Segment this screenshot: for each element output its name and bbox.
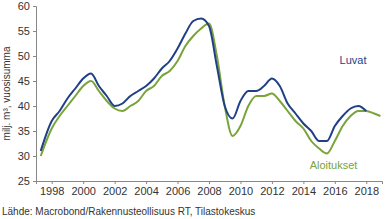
x-tick-mark <box>303 181 304 184</box>
x-tick-label: 2016 <box>323 185 347 197</box>
y-tick-mark <box>33 106 36 107</box>
chart: 25 30 35 40 45 50 55 60 1998 2000 2002 2004 2006 2008… <box>0 0 388 219</box>
x-tick-mark <box>178 181 179 184</box>
y-tick: 50 <box>18 50 36 62</box>
x-tick-mark <box>115 181 116 184</box>
legend-label: Aloitukset <box>310 159 358 171</box>
y-tick-mark <box>33 81 36 82</box>
series-line <box>41 19 367 152</box>
y-tick: 35 <box>18 125 36 137</box>
x-tick-label: 2014 <box>292 185 316 197</box>
x-tick-mark <box>272 181 273 184</box>
x-tick-mark <box>52 181 53 184</box>
y-tick-mark <box>33 56 36 57</box>
y-tick-label: 50 <box>18 50 30 62</box>
x-tick-mark <box>83 181 84 184</box>
y-tick-label: 40 <box>18 100 30 112</box>
y-tick: 25 <box>18 175 36 187</box>
y-axis-title: milj. m³, vuosisumma <box>1 46 12 140</box>
y-tick-label: 45 <box>18 75 30 87</box>
x-tick-label: 2000 <box>71 185 95 197</box>
y-tick-mark <box>33 31 36 32</box>
x-tick: 2008 <box>197 181 221 197</box>
y-tick: 60 <box>18 0 36 12</box>
y-tick-mark <box>33 131 36 132</box>
x-tick-label: 2018 <box>355 185 379 197</box>
y-tick-mark <box>33 6 36 7</box>
y-tick-label: 25 <box>18 175 30 187</box>
y-axis: 25 30 35 40 45 50 55 60 <box>18 0 37 187</box>
y-tick: 45 <box>18 75 36 87</box>
x-tick: 2010 <box>229 181 253 197</box>
x-tick-label: 2004 <box>134 185 158 197</box>
x-tick-mark <box>209 181 210 184</box>
y-tick: 55 <box>18 25 36 37</box>
legend-label: Luvat <box>340 54 367 66</box>
x-tick: 2002 <box>103 181 127 197</box>
x-tick: 2004 <box>134 181 158 197</box>
x-tick-mark <box>335 181 336 184</box>
x-tick: 2006 <box>166 181 190 197</box>
x-tick-mark <box>366 181 367 184</box>
x-axis-line <box>37 182 383 185</box>
y-tick-label: 30 <box>18 150 30 162</box>
x-tick: 2014 <box>292 181 316 197</box>
x-tick: 2012 <box>260 181 284 197</box>
x-tick-label: 2002 <box>103 185 127 197</box>
x-tick-label: 2010 <box>229 185 253 197</box>
x-tick-mark <box>240 181 241 184</box>
y-tick-label: 60 <box>18 0 30 12</box>
y-tick-mark <box>33 156 36 157</box>
lines <box>41 19 381 157</box>
x-tick: 1998 <box>40 181 64 197</box>
x-tick: 2018 <box>355 181 379 197</box>
x-tick: 2000 <box>71 181 95 197</box>
y-tick-label: 55 <box>18 25 30 37</box>
x-tick-mark <box>146 181 147 184</box>
x-axis: 1998 2000 2002 2004 2006 2008 2010 2012 2014 2016… <box>37 181 383 197</box>
y-tick: 40 <box>18 100 36 112</box>
x-tick-label: 1998 <box>40 185 64 197</box>
x-tick: 2016 <box>323 181 347 197</box>
x-tick-label: 2006 <box>166 185 190 197</box>
x-tick-label: 2012 <box>260 185 284 197</box>
source-note: Lähde: Macrobond/Rakennusteollisuus RT, … <box>2 206 255 217</box>
y-tick-label: 35 <box>18 125 30 137</box>
x-tick-label: 2008 <box>197 185 221 197</box>
y-axis-line <box>33 7 37 182</box>
y-tick-mark <box>33 181 36 182</box>
y-tick: 30 <box>18 150 36 162</box>
